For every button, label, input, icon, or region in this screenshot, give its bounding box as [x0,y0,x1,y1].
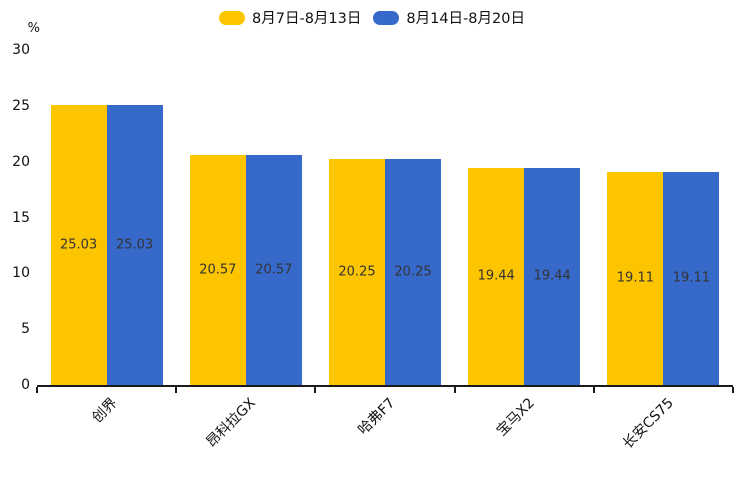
bar-value-label: 20.25 [338,264,376,280]
x-axis-tick-mark [36,387,38,393]
y-axis-tick-label: 30 [12,42,30,58]
bar-value-label: 20.57 [199,262,237,278]
bar-series-2-创界[interactable]: 25.03 [106,105,163,385]
bar-series-1-创界[interactable]: 25.03 [50,105,107,385]
bar-series-1-昂科拉GX[interactable]: 20.57 [189,155,246,385]
x-axis-tick-mark [453,387,456,393]
bar-series-1-宝马X2[interactable]: 19.44 [468,167,525,385]
bar-value-label: 19.11 [672,270,710,286]
x-axis-category-label: 昂科拉GX [203,395,260,451]
x-axis-category-label: 长安CS75 [619,395,677,453]
bar-series-2-长安CS75[interactable]: 19.11 [663,171,720,385]
bar-series-2-昂科拉GX[interactable]: 20.57 [245,155,302,385]
y-axis-tick-label: 15 [12,209,30,226]
legend-item-series-2[interactable]: 8月14日-8月20日 [373,7,525,28]
legend-swatch-icon [219,10,246,25]
x-axis-tick-mark [314,387,317,393]
bar-series-1-长安CS75[interactable]: 19.11 [607,171,664,385]
legend-item-series-1[interactable]: 8月7日-8月13日 [219,7,361,28]
legend-item-label: 8月7日-8月13日 [252,11,362,27]
x-axis-tick-mark [732,387,734,393]
y-axis-tick-label: 25 [12,97,30,114]
bar-value-label: 20.25 [394,264,432,280]
bar-value-label: 19.11 [616,270,654,286]
bar-value-label: 25.03 [115,237,154,253]
x-axis-category-label: 宝马X2 [493,395,538,440]
bar-series-1-哈弗F7[interactable]: 20.25 [329,158,385,385]
x-axis-category-label: 创界 [88,395,121,427]
y-axis-tick-label: 10 [12,265,30,282]
bar-value-label: 25.03 [59,237,98,253]
x-axis-tick-mark [592,387,595,393]
legend-item-label: 8月14日-8月20日 [406,11,525,27]
legend-swatch-icon [373,10,400,25]
bar-value-label: 19.44 [533,268,571,284]
y-axis-unit-label: % [27,21,40,36]
bar-value-label: 19.44 [477,268,515,284]
x-axis-tick-mark [175,387,178,393]
y-axis-tick-label: 20 [12,153,30,170]
y-axis-tick-label: 0 [21,377,30,393]
bar-series-2-宝马X2[interactable]: 19.44 [524,167,581,385]
y-axis-tick-label: 5 [21,321,30,338]
bar-value-label: 20.57 [255,262,293,278]
bar-series-2-哈弗F7[interactable]: 20.25 [385,158,441,385]
x-axis-category-label: 哈弗F7 [355,395,399,439]
legend: 8月7日-8月13日 8月14日-8月20日 [0,7,744,28]
x-axis-line [37,385,733,387]
